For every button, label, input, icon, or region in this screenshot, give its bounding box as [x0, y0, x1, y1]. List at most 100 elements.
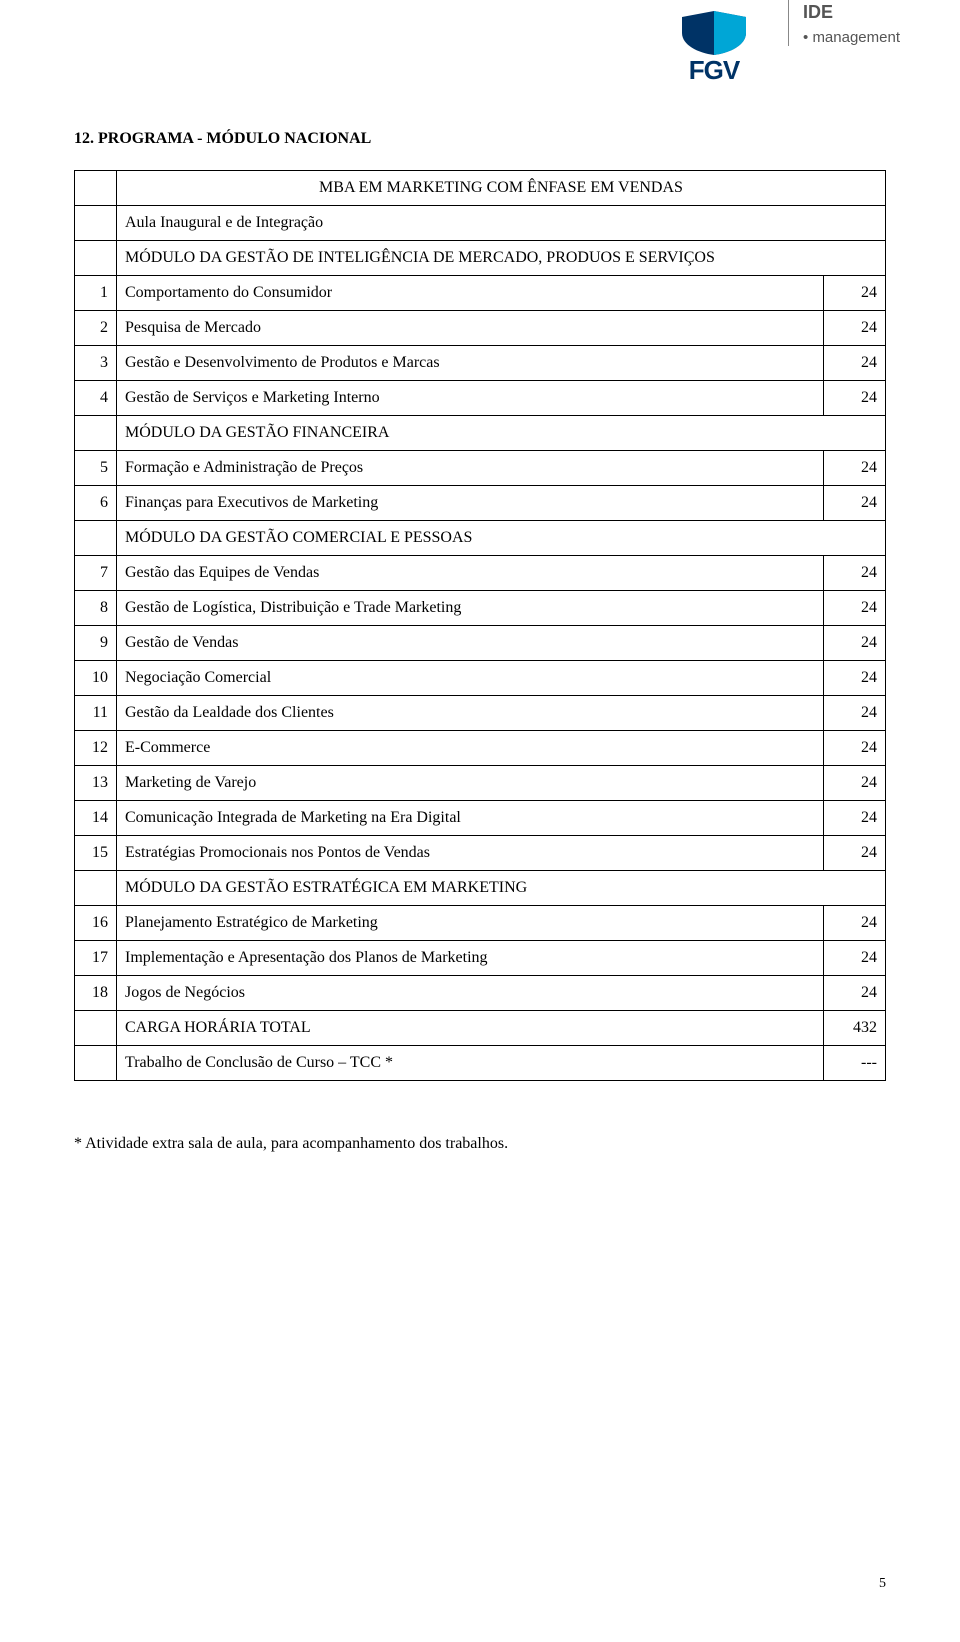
row-num-empty	[75, 206, 117, 241]
module-header-cell: MÓDULO DA GESTÃO FINANCEIRA	[117, 416, 886, 451]
table-row: 16Planejamento Estratégico de Marketing2…	[75, 906, 886, 941]
module-header-cell: MÓDULO DA GESTÃO ESTRATÉGICA EM MARKETIN…	[117, 871, 886, 906]
fgv-logo-text: FGV	[689, 55, 739, 86]
row-num-cell: 17	[75, 941, 117, 976]
table-row: MÓDULO DA GESTÃO DE INTELIGÊNCIA DE MERC…	[75, 241, 886, 276]
row-hours-cell: 24	[823, 346, 885, 381]
table-row: 13Marketing de Varejo24	[75, 766, 886, 801]
table-row: 15Estratégias Promocionais nos Pontos de…	[75, 836, 886, 871]
fgv-logo: FGV	[654, 0, 774, 96]
row-desc-cell: Implementação e Apresentação dos Planos …	[117, 941, 824, 976]
row-num-cell: 1	[75, 276, 117, 311]
row-num-cell: 18	[75, 976, 117, 1011]
total-label-cell: CARGA HORÁRIA TOTAL	[117, 1011, 824, 1046]
row-num-cell: 4	[75, 381, 117, 416]
row-num-cell: 9	[75, 626, 117, 661]
table-row: Aula Inaugural e de Integração	[75, 206, 886, 241]
table-row: MÓDULO DA GESTÃO ESTRATÉGICA EM MARKETIN…	[75, 871, 886, 906]
row-num-empty	[75, 171, 117, 206]
row-desc-cell: Comportamento do Consumidor	[117, 276, 824, 311]
row-hours-cell: 24	[823, 766, 885, 801]
row-hours-cell: 24	[823, 486, 885, 521]
table-row: 2Pesquisa de Mercado24	[75, 311, 886, 346]
table-row: 8Gestão de Logística, Distribuição e Tra…	[75, 591, 886, 626]
section-heading: 12. PROGRAMA - MÓDULO NACIONAL	[74, 130, 886, 148]
row-hours-cell: 24	[823, 626, 885, 661]
row-num-cell: 3	[75, 346, 117, 381]
row-num-cell: 6	[75, 486, 117, 521]
table-row: 5Formação e Administração de Preços24	[75, 451, 886, 486]
fgv-shield-icon	[672, 11, 756, 55]
row-num-cell: 14	[75, 801, 117, 836]
row-num-empty	[75, 241, 117, 276]
table-title-cell: MBA EM MARKETING COM ÊNFASE EM VENDAS	[117, 171, 886, 206]
row-desc-cell: E-Commerce	[117, 731, 824, 766]
row-desc-cell: Aula Inaugural e de Integração	[117, 206, 886, 241]
table-row: 12E-Commerce24	[75, 731, 886, 766]
header-logo-block: FGV IDE management	[654, 0, 900, 96]
row-num-cell: 7	[75, 556, 117, 591]
table-row: 9Gestão de Vendas24	[75, 626, 886, 661]
module-header-cell: MÓDULO DA GESTÃO DE INTELIGÊNCIA DE MERC…	[117, 241, 886, 276]
row-hours-cell: 24	[823, 381, 885, 416]
row-hours-cell: 24	[823, 661, 885, 696]
row-desc-cell: Negociação Comercial	[117, 661, 824, 696]
row-hours-cell: 24	[823, 836, 885, 871]
table-row: MÓDULO DA GESTÃO COMERCIAL E PESSOAS	[75, 521, 886, 556]
tcc-hours-cell: ---	[823, 1046, 885, 1081]
footnote-text: * Atividade extra sala de aula, para aco…	[74, 1135, 886, 1153]
module-header-cell: MÓDULO DA GESTÃO COMERCIAL E PESSOAS	[117, 521, 886, 556]
row-desc-cell: Gestão e Desenvolvimento de Produtos e M…	[117, 346, 824, 381]
row-num-cell: 15	[75, 836, 117, 871]
table-row: MBA EM MARKETING COM ÊNFASE EM VENDAS	[75, 171, 886, 206]
row-hours-cell: 24	[823, 941, 885, 976]
row-desc-cell: Jogos de Negócios	[117, 976, 824, 1011]
row-num-cell: 10	[75, 661, 117, 696]
table-row: 10Negociação Comercial24	[75, 661, 886, 696]
page-number: 5	[879, 1576, 886, 1592]
row-desc-cell: Estratégias Promocionais nos Pontos de V…	[117, 836, 824, 871]
table-row: 18Jogos de Negócios24	[75, 976, 886, 1011]
row-num-cell: 5	[75, 451, 117, 486]
row-hours-cell: 24	[823, 696, 885, 731]
row-num-empty	[75, 871, 117, 906]
row-desc-cell: Marketing de Varejo	[117, 766, 824, 801]
table-row: 11Gestão da Lealdade dos Clientes24	[75, 696, 886, 731]
table-row: Trabalho de Conclusão de Curso – TCC *--…	[75, 1046, 886, 1081]
table-row: CARGA HORÁRIA TOTAL432	[75, 1011, 886, 1046]
row-num-cell: 2	[75, 311, 117, 346]
row-hours-cell: 24	[823, 276, 885, 311]
table-row: 3Gestão e Desenvolvimento de Produtos e …	[75, 346, 886, 381]
row-num-cell: 8	[75, 591, 117, 626]
row-desc-cell: Planejamento Estratégico de Marketing	[117, 906, 824, 941]
row-num-cell: 12	[75, 731, 117, 766]
row-hours-cell: 24	[823, 906, 885, 941]
row-desc-cell: Formação e Administração de Preços	[117, 451, 824, 486]
row-desc-cell: Pesquisa de Mercado	[117, 311, 824, 346]
tcc-label-cell: Trabalho de Conclusão de Curso – TCC *	[117, 1046, 824, 1081]
total-hours-cell: 432	[823, 1011, 885, 1046]
row-desc-cell: Gestão de Logística, Distribuição e Trad…	[117, 591, 824, 626]
row-hours-cell: 24	[823, 556, 885, 591]
row-hours-cell: 24	[823, 731, 885, 766]
row-desc-cell: Gestão das Equipes de Vendas	[117, 556, 824, 591]
row-num-empty	[75, 1046, 117, 1081]
table-row: 4Gestão de Serviços e Marketing Interno2…	[75, 381, 886, 416]
table-row: 6Finanças para Executivos de Marketing24	[75, 486, 886, 521]
row-hours-cell: 24	[823, 311, 885, 346]
table-row: 7Gestão das Equipes de Vendas24	[75, 556, 886, 591]
row-num-cell: 16	[75, 906, 117, 941]
row-num-cell: 13	[75, 766, 117, 801]
row-hours-cell: 24	[823, 801, 885, 836]
table-row: 1Comportamento do Consumidor24	[75, 276, 886, 311]
row-desc-cell: Finanças para Executivos de Marketing	[117, 486, 824, 521]
ide-title: IDE	[803, 2, 900, 23]
row-num-empty	[75, 416, 117, 451]
row-desc-cell: Gestão da Lealdade dos Clientes	[117, 696, 824, 731]
ide-subtitle: management	[803, 29, 900, 46]
row-num-cell: 11	[75, 696, 117, 731]
ide-block: IDE management	[788, 0, 900, 46]
table-row: 17Implementação e Apresentação dos Plano…	[75, 941, 886, 976]
page-content: 12. PROGRAMA - MÓDULO NACIONAL MBA EM MA…	[0, 0, 960, 1153]
row-hours-cell: 24	[823, 451, 885, 486]
